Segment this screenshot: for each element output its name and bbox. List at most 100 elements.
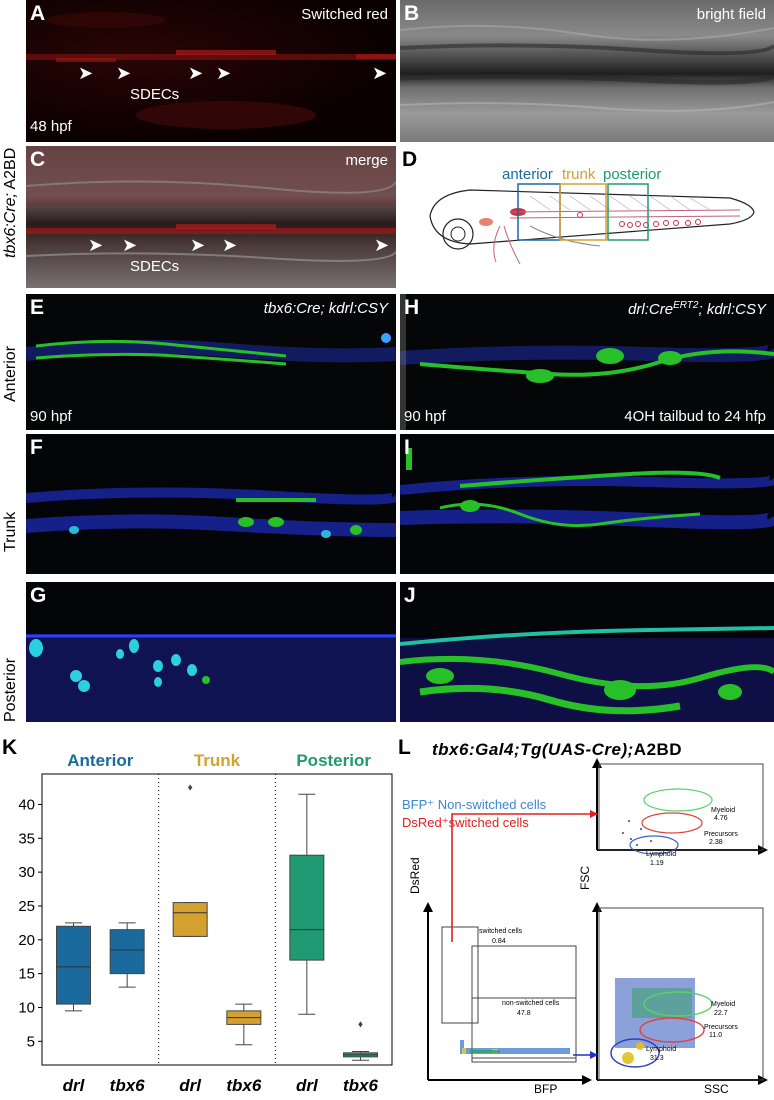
y-tick-label: 10 — [18, 999, 35, 1016]
gate-nonswitched-label: non-switched cells — [502, 1000, 560, 1007]
panel-letter-h: H — [404, 296, 420, 319]
zebrafish-larva-diagram — [429, 183, 755, 265]
top-lymphoid-label: Lymphoid — [646, 851, 677, 858]
gate-switched-label: switched cells — [479, 928, 523, 935]
panel-letter-e: E — [30, 296, 45, 319]
x-category-label: tbx6 — [343, 1076, 379, 1095]
panel-l-title-b: A2BD — [633, 740, 683, 759]
panel-c-texture — [26, 146, 396, 262]
panel-c-caption: SDECs — [130, 258, 180, 275]
plot-frame — [41, 773, 393, 1066]
y-tick-label: 15 — [18, 966, 35, 983]
arrowhead-icon: ➤ — [372, 63, 388, 83]
legend-bfp: BFP⁺ Non-switched cells — [402, 797, 547, 812]
row-label-posterior: Posterior — [2, 657, 19, 722]
x-category-label: drl — [296, 1076, 319, 1095]
group-header: Trunk — [194, 751, 241, 770]
x-category-label: tbx6 — [110, 1076, 146, 1095]
x-category-label: drl — [179, 1076, 202, 1095]
panel-h-anterior: H drl:CreERT2; kdrl:CSY 90 hpf 4OH tailb… — [400, 294, 774, 430]
panel-g-fluorescence — [26, 634, 396, 722]
top-precursors-value: 2.38 — [709, 839, 723, 846]
panel-b-title: bright field — [696, 6, 766, 23]
group-header: Posterior — [296, 751, 371, 770]
flow-cytometry-plots — [423, 758, 768, 1085]
axis-fsc: FSC — [578, 866, 592, 890]
arrowhead-icon: ➤ — [374, 235, 390, 255]
panel-f-trunk: F — [26, 434, 396, 574]
axis-dsred: DsRed — [408, 857, 422, 894]
y-tick-label: 30 — [18, 864, 35, 881]
group-header: Anterior — [67, 751, 134, 770]
arrowhead-icon: ➤ — [222, 235, 238, 255]
top-lymphoid-value: 1.19 — [650, 860, 664, 867]
panel-d-schematic: D anterior trunk posterior — [400, 146, 774, 288]
box-trunk-drl — [172, 902, 208, 937]
legend-dsred: DsRed⁺switched cells — [402, 815, 529, 830]
panel-letter-a: A — [30, 2, 46, 25]
panel-a-caption: SDECs — [130, 86, 180, 103]
y-tick-label: 20 — [18, 932, 35, 949]
gate-switched — [441, 926, 479, 1024]
panel-c-title: merge — [345, 152, 388, 169]
panel-a-title: Switched red — [301, 6, 388, 23]
genotype-plain: A2BD — [2, 147, 19, 194]
region-anterior-label: anterior — [502, 166, 553, 183]
bottom-lymphoid-value: 31.3 — [650, 1055, 664, 1062]
row-label-trunk: Trunk — [2, 511, 19, 552]
panel-a-switched-red: A Switched red ➤ ➤ ➤ ➤ ➤ SDECs 48 hpf — [26, 0, 396, 142]
outlier-point — [187, 784, 193, 791]
bottom-precursors-label: Precursors — [704, 1024, 738, 1031]
box-anterior-drl — [56, 925, 91, 1005]
box-anterior-tbx6 — [109, 929, 145, 975]
y-tick-label: 35 — [18, 830, 35, 847]
panel-h-title: drl:CreERT2; kdrl:CSY — [628, 300, 766, 318]
arrowhead-icon: ➤ — [190, 235, 206, 255]
x-category-label: tbx6 — [226, 1076, 262, 1095]
arrowhead-icon: ➤ — [188, 63, 204, 83]
panel-letter-d: D — [402, 148, 418, 171]
red-gate-arrow — [451, 813, 593, 942]
outlier-point — [358, 1021, 363, 1028]
panel-i-fluorescence — [400, 448, 774, 530]
genotype-side-label: tbx6:Cre; A2BD — [2, 148, 20, 258]
panel-letter-k: K — [2, 736, 18, 759]
x-category-label: drl — [63, 1076, 86, 1095]
arrowhead-icon: ➤ — [78, 63, 94, 83]
panel-b-texture — [400, 24, 774, 112]
panel-b-bright-field: B bright field — [400, 0, 774, 142]
group-headers: Anterior Trunk Posterior — [67, 751, 371, 1065]
panel-letter-c: C — [30, 148, 46, 171]
bottom-myeloid-label: Myeloid — [711, 1001, 736, 1008]
bottom-lymphoid-label: Lymphoid — [646, 1046, 677, 1053]
panel-letter-f: F — [30, 436, 43, 459]
panel-h-title-post: ; kdrl:CSY — [698, 301, 766, 318]
y-axis: 5 10 15 20 25 30 35 40 — [18, 773, 393, 1066]
arrowhead-icon: ➤ — [116, 63, 132, 83]
boxplot-chart: 5 10 15 20 25 30 35 40 Anterior Trunk Posterior d… — [18, 751, 393, 1095]
arrowhead-icon: ➤ — [122, 235, 138, 255]
row-label-anterior: Anterior — [2, 345, 19, 402]
panel-e-stage: 90 hpf — [30, 408, 72, 425]
top-precursors-label: Precursors — [704, 831, 738, 838]
panel-h-title-pre: drl:Cre — [628, 301, 674, 318]
arrowhead-icon: ➤ — [88, 235, 104, 255]
box-posterior-drl — [289, 854, 325, 961]
panel-g-posterior: G — [26, 582, 396, 722]
arrowhead-icon: ➤ — [216, 63, 232, 83]
axis-bfp: BFP — [534, 1082, 558, 1096]
y-tick-label: 5 — [27, 1033, 35, 1050]
panel-h-stage: 90 hpf — [404, 408, 446, 425]
panel-a-stage: 48 hpf — [30, 118, 72, 135]
panel-j-fluorescence — [400, 626, 774, 722]
y-tick-label: 40 — [18, 796, 35, 813]
bottom-precursors-value: 11.0 — [709, 1032, 723, 1039]
panel-a-fluorescence — [26, 12, 396, 129]
top-myeloid-label: Myeloid — [711, 807, 736, 814]
box-series — [56, 784, 378, 1061]
panel-c-merge: C merge ➤ ➤ ➤ ➤ ➤ SDECs — [26, 146, 396, 288]
panel-h-fluorescence — [400, 294, 774, 430]
axis-ssc: SSC — [704, 1082, 729, 1096]
panel-h-treatment: 4OH tailbud to 24 hfp — [624, 408, 766, 425]
bottom-myeloid-value: 22.7 — [714, 1010, 728, 1017]
